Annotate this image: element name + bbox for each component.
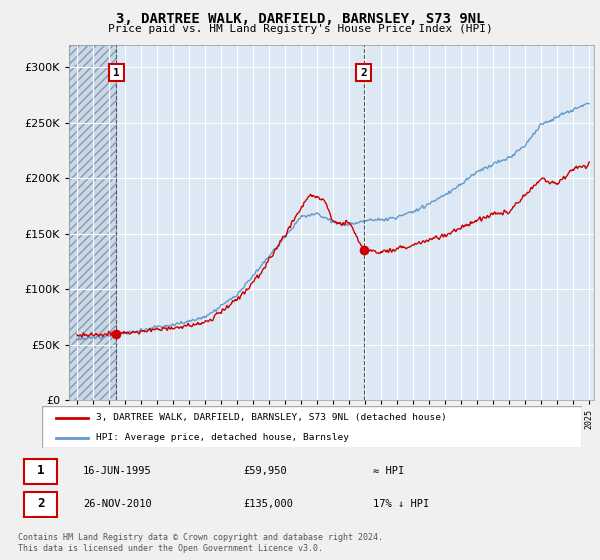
Text: 3, DARTREE WALK, DARFIELD, BARNSLEY, S73 9NL: 3, DARTREE WALK, DARFIELD, BARNSLEY, S73… <box>116 12 484 26</box>
Text: 26-NOV-2010: 26-NOV-2010 <box>83 499 152 509</box>
FancyBboxPatch shape <box>23 492 58 517</box>
FancyBboxPatch shape <box>23 459 58 484</box>
Bar <box>69 45 116 400</box>
Text: 2: 2 <box>360 68 367 78</box>
Text: Price paid vs. HM Land Registry's House Price Index (HPI): Price paid vs. HM Land Registry's House … <box>107 24 493 34</box>
Text: 3, DARTREE WALK, DARFIELD, BARNSLEY, S73 9NL (detached house): 3, DARTREE WALK, DARFIELD, BARNSLEY, S73… <box>96 413 447 422</box>
Text: 1: 1 <box>37 464 44 478</box>
Text: 1: 1 <box>113 68 120 78</box>
Text: ≈ HPI: ≈ HPI <box>373 466 404 476</box>
Text: £59,950: £59,950 <box>244 466 287 476</box>
Text: 2: 2 <box>37 497 44 510</box>
Bar <box>69 45 116 400</box>
Text: 16-JUN-1995: 16-JUN-1995 <box>83 466 152 476</box>
Text: Contains HM Land Registry data © Crown copyright and database right 2024.
This d: Contains HM Land Registry data © Crown c… <box>18 533 383 553</box>
Text: 17% ↓ HPI: 17% ↓ HPI <box>373 499 430 509</box>
Text: £135,000: £135,000 <box>244 499 293 509</box>
FancyBboxPatch shape <box>42 406 582 448</box>
Text: HPI: Average price, detached house, Barnsley: HPI: Average price, detached house, Barn… <box>96 433 349 442</box>
